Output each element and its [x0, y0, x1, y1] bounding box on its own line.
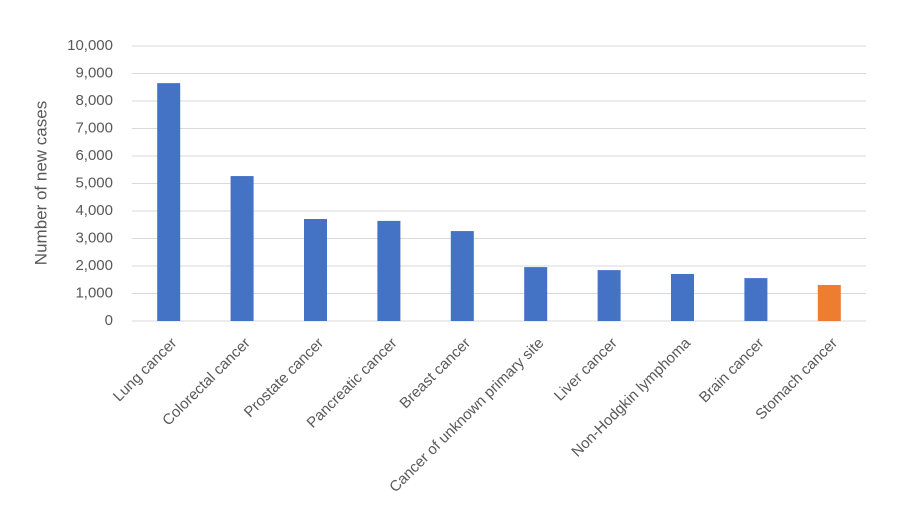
- y-tick-label: 1,000: [75, 284, 113, 301]
- x-tick-label: Liver cancer: [551, 335, 621, 405]
- y-tick-label: 6,000: [75, 147, 113, 164]
- x-tick-label: Non-Hodgkin lymphoma: [568, 334, 694, 460]
- bar: [597, 270, 621, 321]
- bar: [524, 267, 548, 321]
- x-tick-label: Lung cancer: [110, 335, 180, 405]
- y-tick-label: 10,000: [67, 37, 113, 54]
- y-axis-label: Number of new cases: [31, 101, 50, 265]
- bar: [450, 231, 474, 321]
- y-tick-label: 4,000: [75, 202, 113, 219]
- x-tick-label: Brain cancer: [696, 335, 768, 407]
- y-tick-label: 3,000: [75, 229, 113, 246]
- x-tick-label: Cancer of unknown primary site: [386, 335, 547, 496]
- y-tick-label: 8,000: [75, 92, 113, 109]
- bar: [671, 273, 694, 321]
- y-tick-label: 2,000: [75, 257, 113, 274]
- bar: [377, 220, 401, 321]
- bar: [230, 176, 254, 321]
- bar: [157, 83, 181, 321]
- y-tick-label: 9,000: [75, 64, 113, 81]
- bar: [817, 284, 841, 321]
- bar: [304, 218, 327, 321]
- y-tick-label: 5,000: [75, 174, 113, 191]
- y-tick-label: 7,000: [75, 119, 113, 136]
- bar: [744, 278, 768, 321]
- x-tick-label: Breast cancer: [396, 335, 473, 412]
- y-tick-label: 0: [105, 312, 113, 329]
